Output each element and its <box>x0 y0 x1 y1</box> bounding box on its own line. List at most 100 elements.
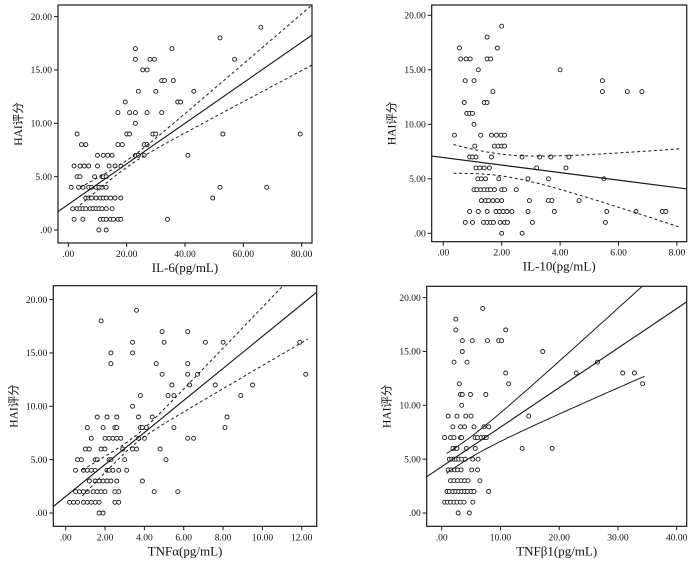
data-point <box>455 510 461 516</box>
data-point <box>297 131 303 137</box>
data-point <box>111 216 116 222</box>
data-point <box>472 143 478 149</box>
data-point <box>114 435 120 441</box>
data-point <box>566 154 572 160</box>
data-point <box>84 425 90 431</box>
data-point <box>110 435 116 441</box>
data-point <box>471 489 477 494</box>
data-point <box>471 424 477 430</box>
y-tick-label: 15.00 <box>31 66 53 76</box>
data-point <box>464 359 470 365</box>
data-point <box>477 478 483 484</box>
data-point <box>483 392 489 397</box>
points-layer <box>67 307 309 516</box>
data-point <box>163 457 169 463</box>
data-point <box>132 46 138 52</box>
fit-line <box>58 34 312 212</box>
data-point <box>82 446 88 452</box>
data-point <box>490 89 496 95</box>
data-point <box>88 499 94 505</box>
data-point <box>139 478 145 484</box>
data-point <box>100 152 106 158</box>
data-point <box>159 371 165 377</box>
data-point <box>112 195 118 201</box>
data-point <box>68 184 74 190</box>
data-point <box>456 381 462 387</box>
data-point <box>84 489 90 495</box>
data-point <box>95 152 100 158</box>
data-point <box>486 165 492 171</box>
data-point <box>469 467 475 473</box>
points-layer <box>442 305 646 516</box>
data-point <box>509 209 515 214</box>
data-point <box>576 198 582 204</box>
data-point <box>459 392 465 397</box>
data-point <box>80 489 86 495</box>
ci-upper-line <box>82 285 284 471</box>
data-point <box>153 361 159 367</box>
data-point <box>127 110 133 116</box>
data-point <box>551 209 557 214</box>
data-point <box>631 370 637 376</box>
data-point <box>130 403 136 409</box>
ci-lower-line <box>82 338 308 497</box>
data-point <box>77 163 83 169</box>
x-tick-label: 80.00 <box>291 250 313 260</box>
data-point <box>191 88 197 94</box>
data-point <box>124 467 130 473</box>
data-point <box>526 413 532 419</box>
x-tick-label: 8.00 <box>215 533 232 543</box>
data-point <box>459 435 465 441</box>
data-point <box>157 446 163 452</box>
data-point <box>86 446 92 452</box>
data-point <box>185 435 191 441</box>
data-point <box>112 489 118 495</box>
data-point <box>217 35 223 41</box>
fit-line <box>426 301 687 478</box>
data-point <box>100 510 106 516</box>
data-point <box>109 206 115 212</box>
y-tick-label: 15.00 <box>399 348 421 358</box>
data-point <box>102 446 108 452</box>
data-point <box>171 393 177 399</box>
data-point <box>264 184 270 190</box>
data-point <box>238 393 244 399</box>
data-point <box>153 131 159 137</box>
data-point <box>484 100 490 105</box>
data-point <box>119 142 125 148</box>
data-point <box>144 67 150 73</box>
data-point <box>132 120 138 126</box>
data-point <box>83 206 89 212</box>
data-point <box>103 227 109 233</box>
data-point <box>467 209 473 214</box>
data-point <box>98 489 104 495</box>
data-point <box>171 425 177 431</box>
data-point <box>103 195 109 201</box>
data-point <box>151 489 157 495</box>
data-point <box>159 110 165 116</box>
data-point <box>475 456 481 462</box>
data-point <box>497 219 503 225</box>
data-point <box>132 110 138 116</box>
data-point <box>450 424 456 430</box>
x-axis-title: TNFα(pg/mL) <box>148 543 223 558</box>
data-point <box>149 414 155 420</box>
data-point <box>175 489 181 495</box>
data-point <box>466 510 472 516</box>
data-point <box>454 413 460 419</box>
data-point <box>86 163 92 169</box>
data-point <box>103 216 109 222</box>
data-point <box>478 176 484 182</box>
data-point <box>96 499 102 505</box>
x-axis-title: TNFβ1(pg/mL) <box>516 543 597 558</box>
y-tick-label: 10.00 <box>399 402 421 412</box>
data-point <box>663 209 669 214</box>
data-point <box>503 370 509 376</box>
data-point <box>453 316 459 322</box>
data-point <box>96 510 102 516</box>
data-point <box>549 445 555 451</box>
data-point <box>122 457 128 463</box>
lines-layer <box>431 144 687 228</box>
data-point <box>71 163 77 169</box>
points-layer <box>68 24 303 233</box>
